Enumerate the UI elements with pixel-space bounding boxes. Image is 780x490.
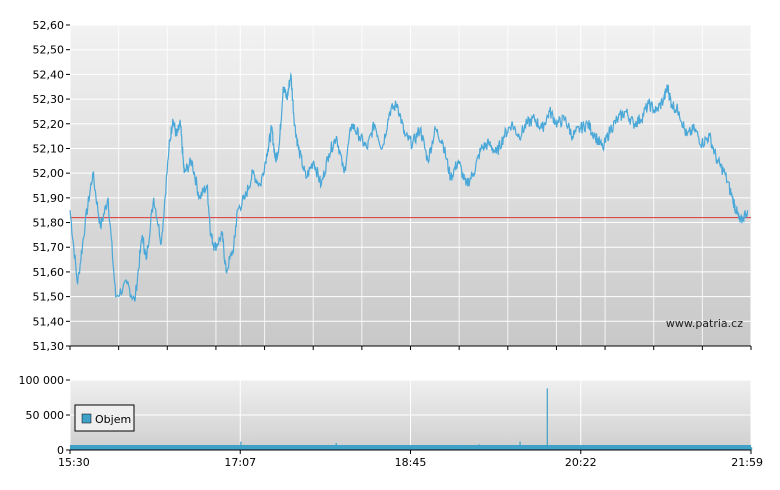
y-tick-label: 51,80: [33, 217, 65, 230]
legend-label: Objem: [95, 413, 131, 426]
volume-bar: [499, 446, 501, 450]
y-tick-label: 52,50: [33, 44, 65, 57]
volume-bar: [315, 446, 317, 450]
y-tick-label: 0: [57, 444, 64, 457]
y-tick-label: 51,40: [33, 315, 65, 328]
watermark: www.patria.cz: [666, 317, 743, 330]
volume-bar: [417, 447, 419, 450]
volume-bar: [376, 446, 378, 450]
volume-bar: [730, 446, 732, 450]
volume-bar: [648, 446, 651, 450]
x-tick-label: 21:59: [731, 456, 763, 469]
volume-bar: [70, 446, 72, 450]
volume-bar: [628, 446, 630, 450]
volume-bar: [478, 444, 480, 450]
volume-legend: Objem: [74, 404, 135, 432]
volume-bar: [607, 447, 610, 450]
volume-x-ticks: 15:30 17:07 18:45 20:22 21:59: [58, 450, 763, 469]
y-tick-label: 52,20: [33, 118, 65, 131]
price-grid: [69, 24, 752, 347]
volume-bar: [206, 446, 208, 450]
volume-spikes: [70, 388, 753, 450]
price-x-ticks: [69, 346, 752, 350]
price-y-ticks: 52,60 52,50 52,40 52,30 52,20 52,10 52,00 51,90…: [33, 19, 70, 353]
y-tick-label: 51,30: [33, 340, 65, 353]
volume-bar: [226, 446, 228, 450]
volume-bar: [165, 447, 167, 450]
volume-bar: [710, 447, 712, 450]
volume-bar: [458, 445, 460, 450]
y-tick-label: 52,40: [33, 68, 65, 81]
y-tick-label: 51,60: [33, 266, 65, 279]
legend-swatch: [81, 413, 92, 424]
volume-bar: [669, 445, 671, 450]
y-tick-label: 52,30: [33, 93, 65, 106]
volume-bar: [689, 446, 691, 450]
price-series-line: [69, 72, 749, 302]
volume-baseline-bars: [70, 445, 751, 450]
y-tick-label: 52,60: [33, 19, 65, 32]
x-tick-label: 15:30: [58, 456, 90, 469]
x-tick-label: 20:22: [565, 456, 597, 469]
volume-bar: [751, 447, 753, 450]
y-tick-label: 51,70: [33, 241, 65, 254]
volume-bar: [567, 446, 569, 450]
volume-bar: [546, 388, 548, 450]
y-tick-label: 51,50: [33, 291, 65, 304]
price-panel: 52,60 52,50 52,40 52,30 52,20 52,10 52,00 51,90…: [33, 19, 752, 353]
y-tick-label: 50 000: [26, 409, 65, 422]
volume-bar: [396, 445, 399, 450]
volume-bar: [587, 445, 589, 450]
volume-bar: [124, 447, 126, 450]
volume-y-ticks: 100 000 50 000 0: [19, 374, 70, 457]
volume-bar: [185, 447, 187, 450]
volume-panel: 100 000 50 000 0 15:30 17:07 18:45 20:22 21:59…: [19, 374, 764, 469]
volume-bar: [104, 445, 106, 450]
volume-bar: [294, 446, 296, 450]
volume-bar: [240, 441, 242, 450]
x-tick-label: 17:07: [224, 456, 256, 469]
volume-bar: [83, 446, 85, 450]
volume-bar: [144, 445, 147, 450]
y-tick-label: 100 000: [19, 374, 65, 387]
y-tick-label: 52,00: [33, 167, 65, 180]
x-tick-label: 18:45: [395, 456, 427, 469]
y-tick-label: 52,10: [33, 142, 65, 155]
volume-bar: [356, 445, 358, 450]
volume-bar: [335, 443, 337, 450]
volume-bar: [274, 445, 276, 450]
volume-bar: [519, 441, 521, 450]
volume-bar: [260, 447, 262, 450]
y-tick-label: 51,90: [33, 192, 65, 205]
volume-bar: [437, 446, 439, 450]
